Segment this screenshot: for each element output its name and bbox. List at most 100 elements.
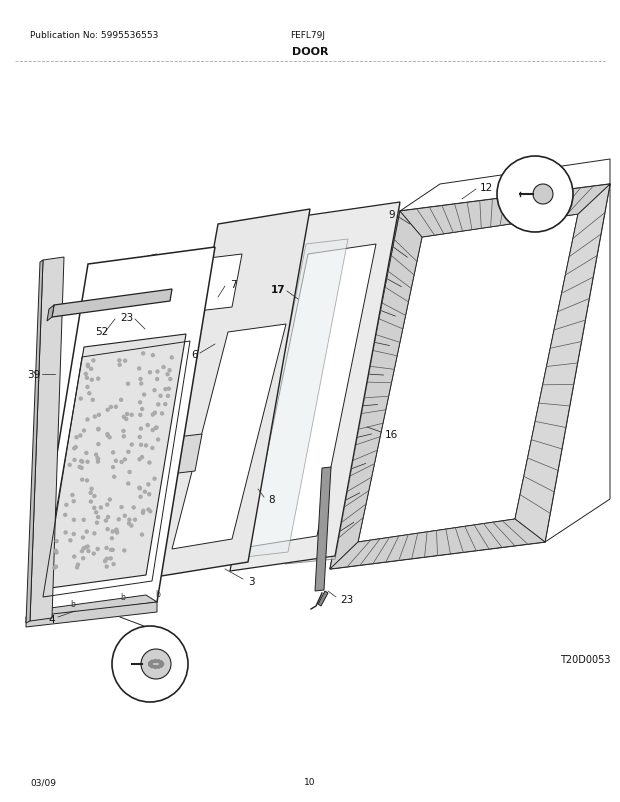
Circle shape [149,510,152,513]
Circle shape [141,408,144,411]
Circle shape [97,458,100,461]
Circle shape [140,383,143,386]
Circle shape [130,525,133,528]
Circle shape [153,411,156,415]
Circle shape [139,378,142,381]
Circle shape [149,371,151,375]
Circle shape [157,403,160,407]
Circle shape [120,506,123,509]
Circle shape [93,533,96,535]
Circle shape [115,529,118,532]
Circle shape [113,476,116,479]
Circle shape [159,395,162,398]
Circle shape [88,392,91,395]
Circle shape [154,427,157,430]
Polygon shape [26,602,157,627]
Circle shape [110,537,113,540]
Circle shape [114,460,117,463]
Circle shape [162,367,165,369]
Circle shape [64,531,67,534]
Circle shape [109,557,112,560]
Circle shape [143,394,146,396]
Polygon shape [30,595,157,619]
Circle shape [99,506,102,509]
Circle shape [115,529,118,532]
Circle shape [72,500,75,503]
Text: 10: 10 [516,175,529,184]
Circle shape [112,563,115,566]
Polygon shape [47,306,54,322]
Circle shape [93,415,96,419]
Circle shape [123,515,126,517]
Circle shape [95,454,97,456]
Polygon shape [315,468,331,591]
Circle shape [161,662,164,666]
Circle shape [97,443,100,446]
Circle shape [108,436,111,439]
Text: 23: 23 [120,313,133,322]
Circle shape [142,352,144,355]
Circle shape [157,660,160,663]
Circle shape [146,424,149,427]
Text: b: b [155,589,160,599]
Circle shape [106,435,109,437]
Circle shape [105,565,108,569]
Circle shape [71,494,74,497]
Circle shape [149,662,152,665]
Text: 3: 3 [248,577,255,586]
Text: Publication No: 5995536553: Publication No: 5995536553 [30,30,158,39]
Circle shape [79,460,82,463]
Circle shape [533,184,553,205]
Circle shape [108,498,112,501]
Circle shape [128,471,131,474]
Circle shape [138,458,141,461]
Circle shape [157,439,159,441]
Circle shape [164,403,167,406]
Circle shape [53,566,56,569]
Circle shape [68,464,71,467]
Circle shape [81,550,84,553]
Circle shape [125,418,128,421]
Circle shape [107,516,110,519]
Circle shape [73,459,76,462]
Text: 52: 52 [95,326,108,337]
Circle shape [75,436,78,439]
Polygon shape [52,290,172,318]
Circle shape [86,480,89,482]
Circle shape [154,660,157,662]
Circle shape [97,516,100,519]
Circle shape [73,556,76,558]
Circle shape [161,662,164,666]
Circle shape [91,399,94,402]
Circle shape [76,566,79,569]
Text: 8: 8 [268,494,275,504]
Circle shape [122,435,125,438]
Circle shape [89,492,92,495]
Polygon shape [140,431,151,447]
Circle shape [155,427,158,429]
Circle shape [141,649,171,679]
Circle shape [73,519,76,521]
Circle shape [130,444,133,447]
Circle shape [96,548,99,551]
Circle shape [97,378,100,381]
Circle shape [161,412,164,415]
Circle shape [81,479,84,481]
Circle shape [64,514,67,516]
Circle shape [104,560,107,563]
Polygon shape [358,215,578,542]
Polygon shape [330,184,610,569]
Circle shape [147,508,150,512]
Circle shape [147,484,150,486]
Circle shape [143,491,146,493]
Circle shape [139,414,142,417]
Circle shape [90,368,92,371]
Circle shape [97,414,100,417]
Circle shape [112,452,115,454]
Circle shape [151,660,154,663]
Circle shape [104,520,107,522]
Circle shape [126,483,130,485]
Circle shape [144,444,148,448]
Circle shape [151,429,154,432]
Polygon shape [230,203,400,571]
